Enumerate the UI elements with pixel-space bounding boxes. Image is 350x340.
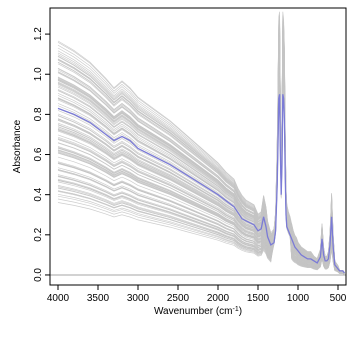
y-tick-label: 1.2	[33, 27, 44, 41]
gray-series-line	[57, 20, 345, 274]
gray-series-group	[57, 11, 345, 275]
y-axis: 0.0 0.2 0.4 0.6 0.8 1.0 1.2	[33, 27, 50, 282]
x-tick-label: 1000	[287, 293, 310, 304]
x-tick-label: 1500	[247, 293, 270, 304]
x-tick-label: 500	[330, 293, 347, 304]
gray-series-line	[57, 30, 345, 274]
y-tick-label: 0.2	[33, 227, 44, 241]
y-tick-label: 0.6	[33, 147, 44, 161]
x-axis: 4000 3500 3000 2500 2000 1500 1000 500	[47, 285, 347, 304]
highlight-series-line	[57, 94, 345, 274]
gray-series-line	[57, 44, 345, 274]
x-tick-label: 3000	[127, 293, 150, 304]
x-axis-title: Wavenumber (cm-1)	[154, 306, 242, 318]
plot-frame	[49, 7, 347, 286]
y-tick-label: 1.0	[33, 67, 44, 81]
gray-series-line	[57, 39, 345, 273]
x-tick-label: 4000	[47, 293, 70, 304]
y-tick-label: 0.4	[33, 187, 44, 201]
x-axis-title-superscript: -1	[232, 306, 238, 313]
x-tick-label: 2000	[207, 293, 230, 304]
plot-area	[50, 11, 346, 276]
x-axis-title-suffix: )	[239, 306, 242, 317]
y-tick-label: 0.8	[33, 107, 44, 121]
y-axis-title: Absorbance	[12, 119, 23, 173]
x-tick-label: 2500	[167, 293, 190, 304]
x-axis-title-main: Wavenumber (cm	[154, 306, 233, 317]
x-tick-label: 3500	[87, 293, 110, 304]
y-tick-label: 0.0	[33, 268, 44, 282]
